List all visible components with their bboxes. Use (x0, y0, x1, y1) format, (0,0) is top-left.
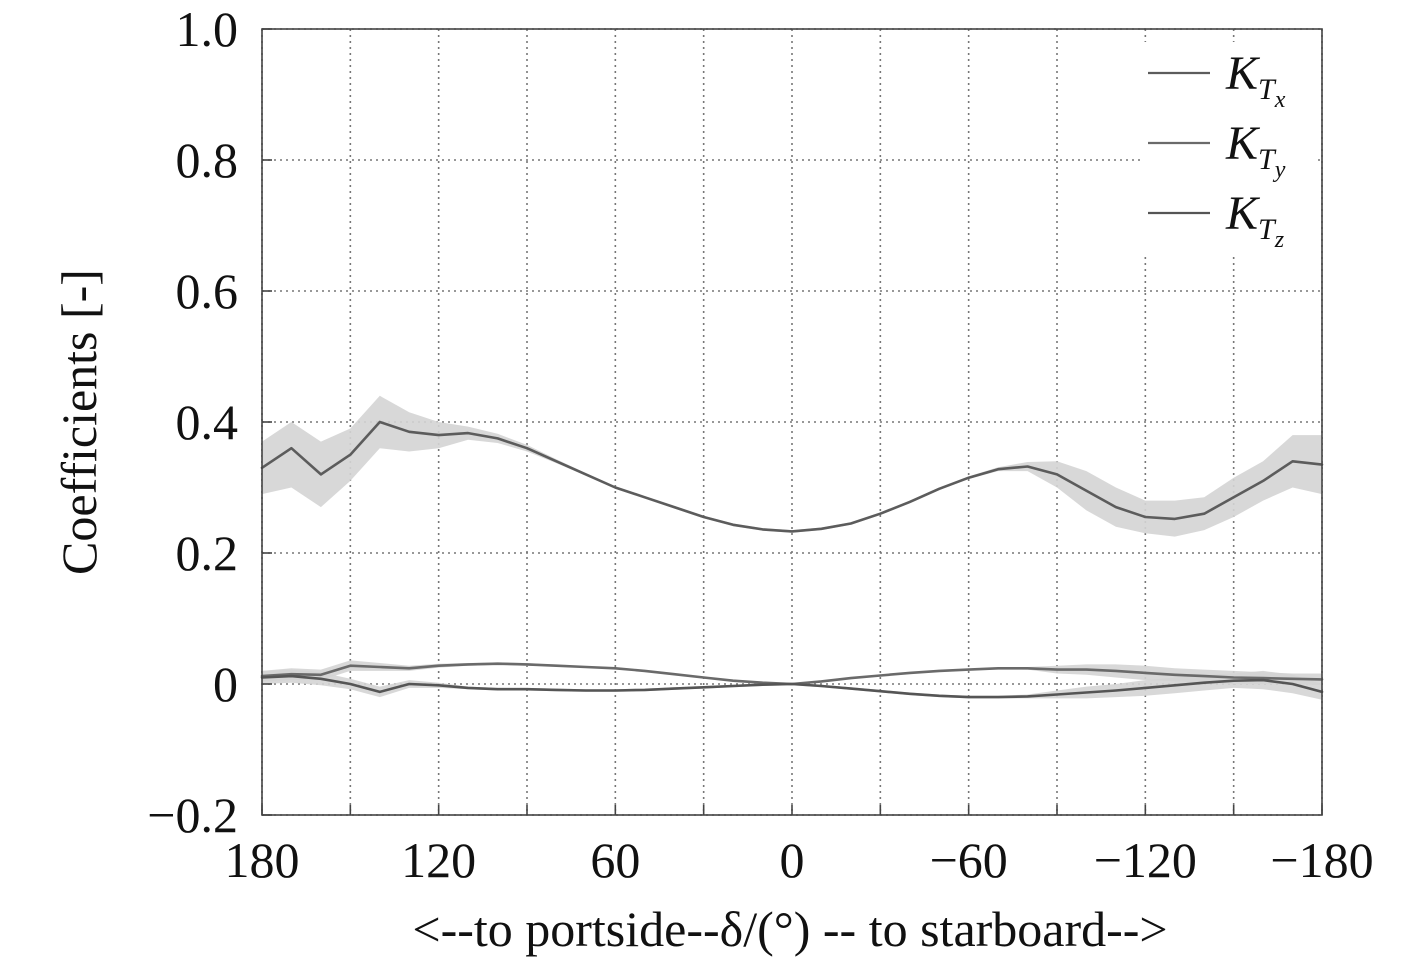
y-tick-label: 0.6 (176, 263, 239, 319)
x-tick-label: −60 (930, 832, 1008, 888)
y-tick-label: 1.0 (176, 1, 239, 57)
y-tick-label: 0 (213, 656, 238, 712)
x-tick-label: −180 (1270, 832, 1373, 888)
x-tick-label: 0 (780, 832, 805, 888)
x-axis-title: <--to portside--δ/(°) -- to starboard--> (412, 901, 1167, 957)
tick-marks (261, 28, 1323, 816)
legend-label-K_Tx: KTx (1225, 47, 1286, 113)
y-axis-title: Coefficients [-] (51, 269, 107, 575)
series-lines (260, 420, 1324, 699)
x-tick-labels: 180 120 60 0 −60 −120 −180 (225, 832, 1374, 888)
y-tick-label: 0.4 (176, 394, 239, 450)
x-tick-label: 60 (590, 832, 640, 888)
legend-box (1140, 42, 1315, 257)
y-tick-label: 0.8 (176, 132, 239, 188)
legend-label-K_Tz: KTz (1225, 187, 1285, 253)
x-tick-label: 180 (225, 832, 300, 888)
y-tick-labels: 1.0 0.8 0.6 0.4 0.2 0 −0.2 (147, 1, 238, 843)
y-tick-label: 0.2 (176, 525, 239, 581)
y-tick-label: −0.2 (147, 787, 238, 843)
band-K_Ty (262, 660, 1322, 686)
x-tick-label: −120 (1094, 832, 1197, 888)
x-tick-label: 120 (401, 832, 476, 888)
legend-label-K_Ty: KTy (1225, 117, 1286, 183)
band-K_Tx (262, 395, 1322, 537)
